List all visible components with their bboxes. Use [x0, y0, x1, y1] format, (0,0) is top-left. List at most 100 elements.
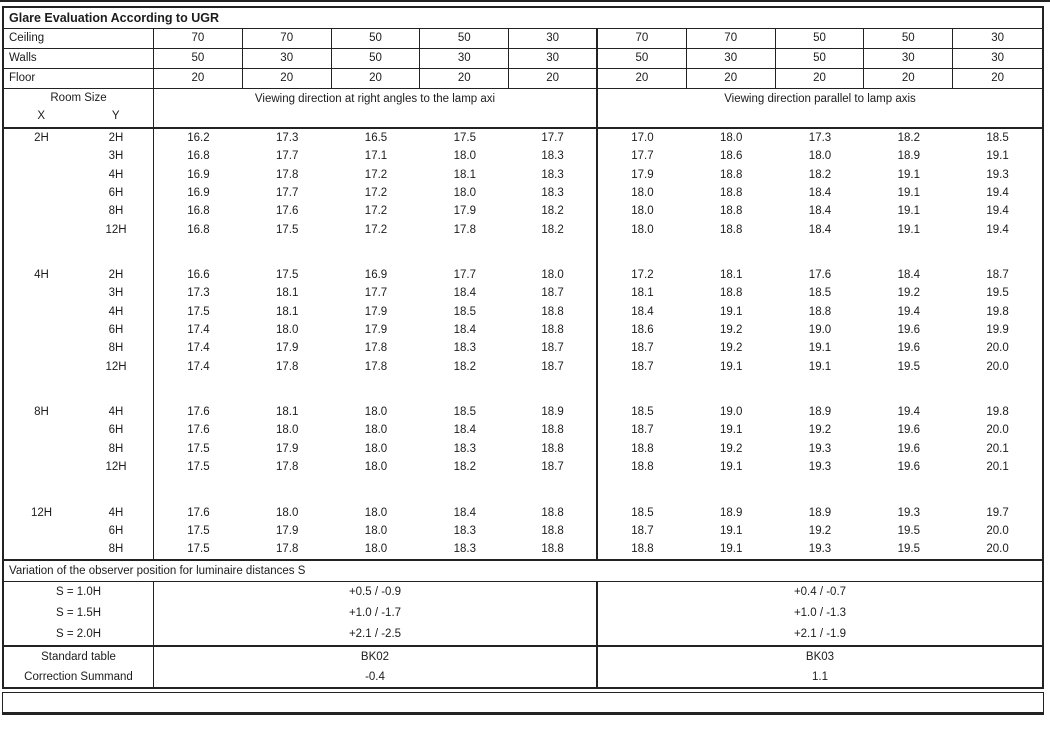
- ugr-value: 17.8: [276, 543, 299, 556]
- ugr-data-row: 8H 16.8 17.6 17.2 17.9 18.2 18.0 18.8 18.4 19.1 19…: [4, 202, 1042, 221]
- surface-value: 20: [420, 69, 510, 88]
- ugr-value: 18.2: [808, 168, 832, 181]
- ugr-value: 18.0: [808, 150, 832, 163]
- ugr-value: 19.1: [720, 305, 743, 318]
- surface-row: Walls 50 30 50 30 30 50 30 50 30 30: [4, 49, 1042, 69]
- gap-cell: [154, 476, 598, 504]
- room-x-value: [4, 440, 79, 458]
- ugr-value: 18.2: [453, 461, 476, 474]
- room-x-value: [4, 147, 79, 165]
- ugr-value: 17.3: [187, 287, 210, 300]
- ugr-value: 18.7: [509, 284, 598, 303]
- ugr-value: 18.8: [509, 540, 598, 559]
- ugr-value: 19.4: [897, 305, 920, 318]
- ugr-value: 18.9: [720, 506, 743, 519]
- ugr-value: 19.9: [986, 324, 1009, 337]
- ugr-value: 17.9: [276, 524, 299, 537]
- ugr-value: 19.3: [986, 168, 1009, 181]
- variation-row: S = 2.0H +2.1 / -2.5 +2.1 / -1.9: [4, 623, 1042, 645]
- ugr-value: 17.5: [187, 305, 210, 318]
- block-gap-row: [4, 376, 1042, 404]
- ugr-value: 19.1: [808, 342, 832, 355]
- top-rule: [0, 0, 1050, 2]
- room-size-xy: X Y: [4, 108, 153, 127]
- room-y-value: 4H: [79, 165, 154, 185]
- ugr-value: 19.6: [897, 461, 920, 474]
- ugr-value: 19.7: [986, 506, 1009, 519]
- room-x-value: [4, 358, 79, 376]
- ugr-value: 19.1: [720, 360, 743, 373]
- ugr-value: 19.2: [808, 424, 832, 437]
- ugr-value: 17.4: [187, 342, 210, 355]
- room-y-value: 2H: [79, 129, 154, 148]
- ugr-value: 19.3: [808, 461, 832, 474]
- ugr-value: 19.4: [986, 205, 1009, 218]
- ugr-value: 18.7: [631, 360, 654, 373]
- ugr-value: 18.4: [808, 205, 832, 218]
- ugr-value: 17.7: [453, 269, 476, 282]
- ugr-value: 18.0: [364, 506, 388, 519]
- surface-value: 20: [509, 69, 598, 88]
- block-gap-row: [4, 476, 1042, 504]
- ugr-value: 19.2: [808, 524, 832, 537]
- surface-value: 20: [864, 69, 954, 88]
- ugr-value: 18.0: [631, 205, 654, 218]
- ugr-value: 18.8: [720, 223, 743, 236]
- room-x-value: [4, 540, 79, 558]
- ugr-value: 19.0: [720, 406, 743, 419]
- ugr-data-row: 6H 17.6 18.0 18.0 18.4 18.8 18.7 19.1 19.2 19.6 20…: [4, 421, 1042, 440]
- surface-value: 20: [243, 69, 332, 88]
- surface-value: 20: [598, 69, 687, 88]
- ugr-value: 18.2: [509, 220, 598, 240]
- variation-row: S = 1.5H +1.0 / -1.7 +1.0 / -1.3: [4, 602, 1042, 624]
- room-y-value: 4H: [79, 302, 154, 322]
- summary-row: Correction Summand -0.4 1.1: [4, 666, 1042, 687]
- room-y-value: 8H: [79, 439, 154, 459]
- surface-value: 30: [509, 29, 598, 48]
- ugr-value: 19.6: [897, 442, 920, 455]
- ugr-value: 18.6: [631, 324, 654, 337]
- surface-value: 30: [864, 49, 954, 68]
- room-y-value: 12H: [79, 357, 154, 377]
- ugr-value: 16.9: [187, 168, 210, 181]
- ugr-value: 17.4: [187, 360, 210, 373]
- ugr-value: 19.5: [897, 360, 920, 373]
- ugr-value: 20.0: [986, 524, 1009, 537]
- ugr-value: 18.8: [631, 442, 654, 455]
- surface-value: 30: [420, 49, 510, 68]
- ugr-value: 20.0: [986, 424, 1009, 437]
- ugr-value: 17.9: [276, 342, 299, 355]
- ugr-value: 18.3: [453, 442, 476, 455]
- ugr-value: 19.2: [720, 342, 743, 355]
- variation-left-value: +0.5 / -0.9: [154, 581, 598, 603]
- room-y-value: 6H: [79, 321, 154, 340]
- summary-section: Standard table BK02 BK03 Correction Summand…: [4, 646, 1042, 687]
- room-y-value: 8H: [79, 339, 154, 358]
- ugr-data-row: 12H 17.5 17.8 18.0 18.2 18.7 18.8 19.1 19.3 19.6 2…: [4, 458, 1042, 477]
- ugr-value: 17.5: [276, 269, 299, 282]
- ugr-value: 18.0: [631, 187, 654, 200]
- room-y-value: 8H: [79, 540, 154, 559]
- ugr-data-row: 4H 2H 16.6 17.5 16.9 17.7 18.0 17.2 18.1 17.6 18.4…: [4, 266, 1042, 285]
- ugr-value: 18.5: [631, 506, 654, 519]
- ugr-value: 18.0: [453, 150, 476, 163]
- ugr-values-body: 2H 2H 16.2 17.3 16.5 17.5 17.7 17.0 18.0 17.3 18.2…: [4, 129, 1042, 561]
- surface-value: 20: [687, 69, 776, 88]
- ugr-value: 18.7: [631, 524, 654, 537]
- variation-row: S = 1.0H +0.5 / -0.9 +0.4 / -0.7: [4, 581, 1042, 603]
- ugr-value: 17.2: [364, 187, 388, 200]
- variation-distance-label: S = 1.0H: [4, 581, 154, 603]
- summary-right-value: BK03: [805, 650, 835, 663]
- ugr-value: 18.0: [364, 406, 388, 419]
- summary-right-value: 1.1: [812, 670, 828, 683]
- room-y-value: 12H: [79, 458, 154, 477]
- ugr-value: 18.5: [631, 406, 654, 419]
- ugr-value: 18.8: [509, 503, 598, 522]
- variation-left-value: +1.0 / -1.7: [154, 602, 598, 624]
- variation-distance-label: S = 1.5H: [4, 602, 154, 624]
- ugr-data-row: 3H 16.8 17.7 17.1 18.0 18.3 17.7 18.6 18.0 18.9 19…: [4, 147, 1042, 166]
- ugr-value: 17.7: [509, 129, 598, 148]
- room-x-value: [4, 522, 79, 540]
- ugr-value: 18.4: [808, 223, 832, 236]
